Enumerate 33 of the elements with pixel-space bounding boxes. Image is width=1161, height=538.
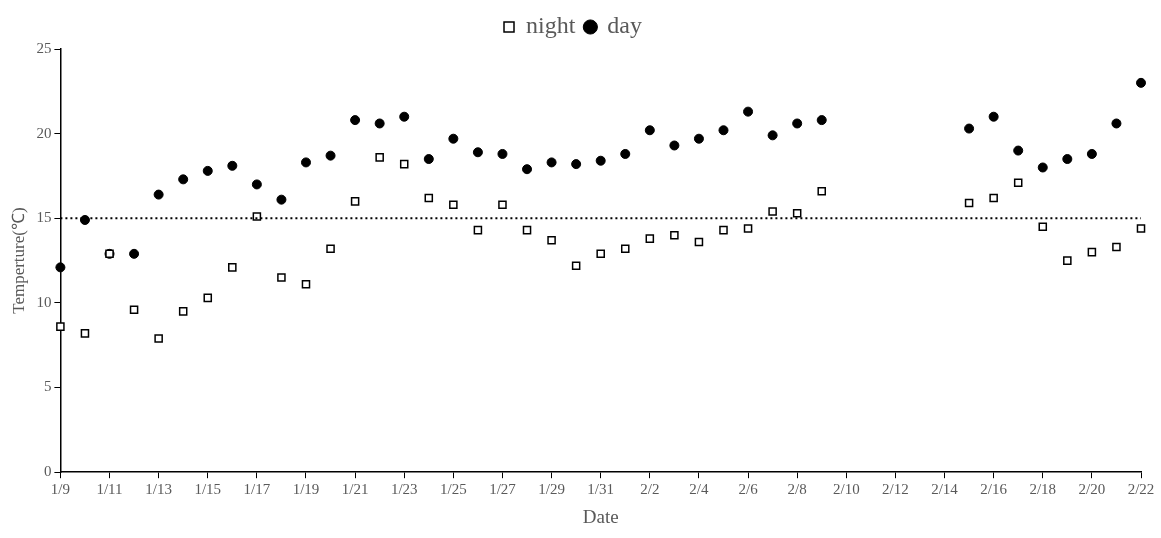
x-tick-label: 1/15 (194, 481, 222, 498)
x-tick-label: 2/14 (931, 481, 959, 498)
x-tick-label: 2/22 (1127, 481, 1155, 498)
y-tick-label: 5 (43, 378, 52, 395)
x-tick-label: 2/16 (980, 481, 1008, 498)
legend-label: day (607, 12, 642, 39)
x-tick-label: 2/8 (787, 481, 807, 498)
y-tick-label: 25 (36, 39, 52, 56)
y-tick-label: 0 (43, 463, 52, 480)
x-tick-label: 1/23 (390, 481, 418, 498)
x-tick-label: 2/2 (640, 481, 660, 498)
y-tick-label: 15 (36, 209, 52, 226)
x-tick-label: 2/20 (1078, 481, 1106, 498)
x-tick-label: 1/21 (341, 481, 369, 498)
x-tick-label: 1/25 (440, 481, 467, 498)
legend-label: night (526, 12, 576, 39)
x-tick-label: 2/6 (738, 481, 759, 498)
x-tick-label: 1/17 (243, 481, 271, 498)
x-tick-label: 1/19 (292, 481, 320, 498)
x-tick-label: 1/11 (96, 481, 123, 498)
x-tick-label: 1/9 (50, 481, 70, 498)
y-tick-label: 10 (36, 293, 52, 310)
x-tick-label: 2/10 (832, 481, 860, 498)
x-tick-label: 1/27 (489, 481, 517, 498)
x-tick-label: 1/29 (538, 481, 565, 498)
x-tick-label: 2/12 (882, 481, 909, 498)
x-tick-label: 2/18 (1029, 481, 1057, 498)
x-axis-title: Date (582, 505, 619, 527)
y-tick-label: 20 (36, 124, 52, 141)
y-axis-title: Temperture(℃) (8, 207, 28, 314)
x-tick-label: 1/13 (145, 481, 172, 498)
x-tick-label: 2/4 (689, 481, 710, 498)
x-tick-label: 1/31 (587, 481, 615, 498)
